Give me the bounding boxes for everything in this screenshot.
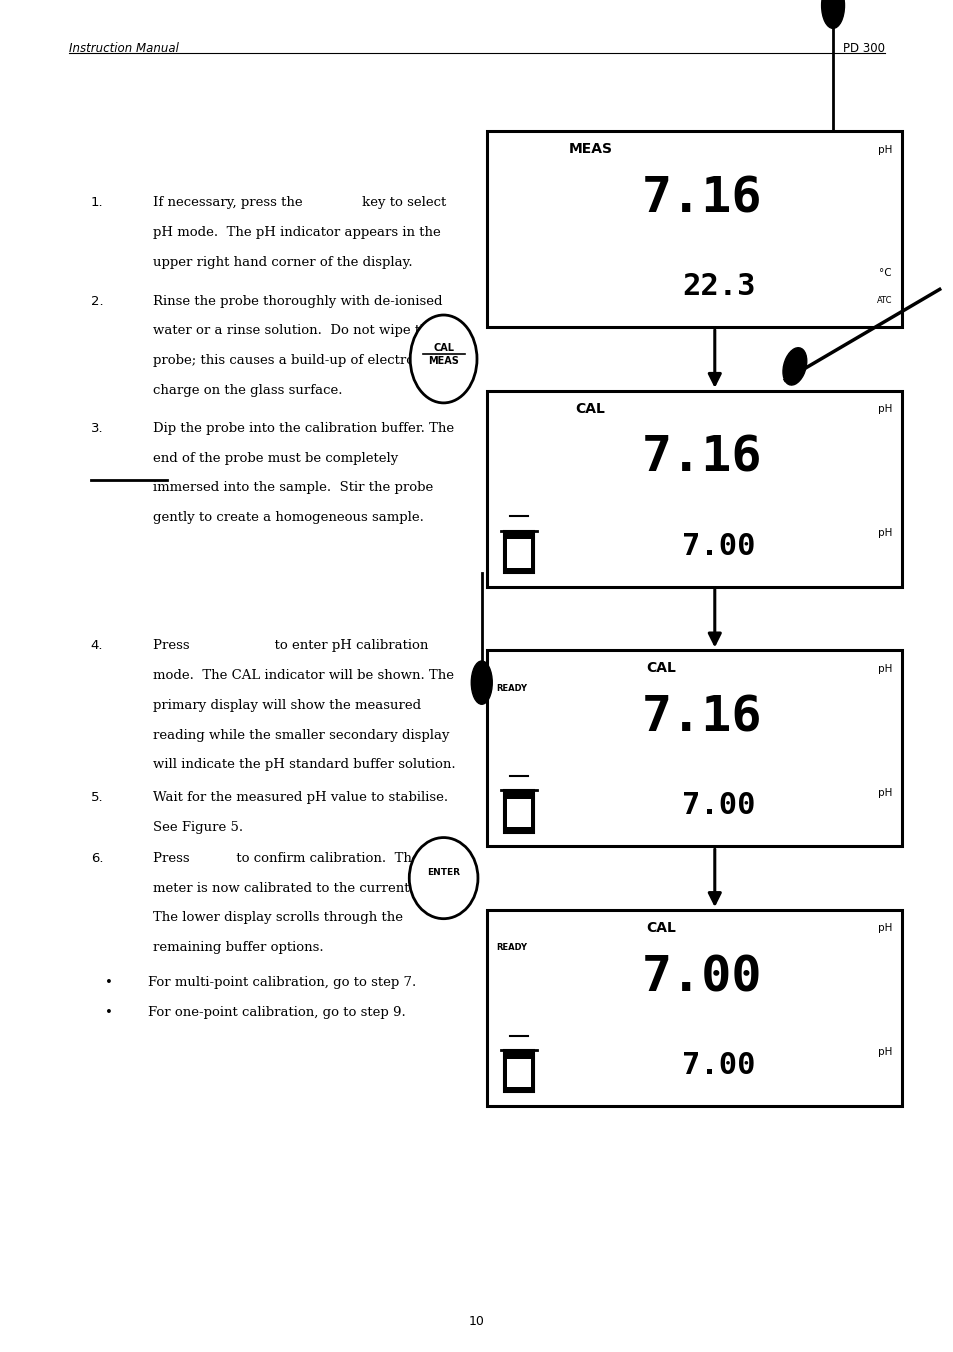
Text: pH: pH xyxy=(877,529,891,538)
Text: 2.: 2. xyxy=(91,295,103,308)
Text: meter is now calibrated to the current buffer.: meter is now calibrated to the current b… xyxy=(152,882,456,895)
FancyBboxPatch shape xyxy=(486,650,901,846)
Text: If necessary, press the              key to select: If necessary, press the key to select xyxy=(152,196,445,210)
Text: water or a rinse solution.  Do not wipe the: water or a rinse solution. Do not wipe t… xyxy=(152,324,436,338)
Text: Press           to confirm calibration.  The: Press to confirm calibration. The xyxy=(152,852,418,865)
FancyBboxPatch shape xyxy=(503,790,534,833)
Text: 7.16: 7.16 xyxy=(641,694,761,741)
Text: pH: pH xyxy=(877,787,891,798)
Text: 10: 10 xyxy=(469,1314,484,1328)
Text: pH mode.  The pH indicator appears in the: pH mode. The pH indicator appears in the xyxy=(152,226,440,239)
Ellipse shape xyxy=(471,661,492,704)
FancyBboxPatch shape xyxy=(503,531,534,573)
Text: Instruction Manual: Instruction Manual xyxy=(69,42,178,55)
Text: pH: pH xyxy=(877,664,891,673)
Ellipse shape xyxy=(410,315,476,403)
Text: immersed into the sample.  Stir the probe: immersed into the sample. Stir the probe xyxy=(152,481,433,495)
Text: ENTER: ENTER xyxy=(427,868,459,877)
Ellipse shape xyxy=(782,347,806,385)
Text: MEAS: MEAS xyxy=(428,357,458,366)
FancyBboxPatch shape xyxy=(506,799,531,827)
FancyBboxPatch shape xyxy=(486,391,901,587)
Text: CAL: CAL xyxy=(433,343,454,353)
Text: Dip the probe into the calibration buffer. The: Dip the probe into the calibration buffe… xyxy=(152,422,454,435)
Text: •: • xyxy=(105,976,112,990)
FancyBboxPatch shape xyxy=(503,1049,534,1092)
Text: 3.: 3. xyxy=(91,422,103,435)
Text: 7.00: 7.00 xyxy=(681,791,755,821)
Text: 7.00: 7.00 xyxy=(681,531,755,561)
Text: 5.: 5. xyxy=(91,791,103,804)
Text: end of the probe must be completely: end of the probe must be completely xyxy=(152,452,397,465)
Text: upper right hand corner of the display.: upper right hand corner of the display. xyxy=(152,256,412,269)
Text: •: • xyxy=(105,1006,112,1019)
Text: 22.3: 22.3 xyxy=(681,272,755,301)
Text: 4.: 4. xyxy=(91,639,103,653)
Text: ATC: ATC xyxy=(876,296,891,304)
Text: See Figure 5.: See Figure 5. xyxy=(152,821,242,834)
Text: charge on the glass surface.: charge on the glass surface. xyxy=(152,384,342,397)
Text: READY: READY xyxy=(496,944,526,952)
Text: 7.00: 7.00 xyxy=(681,1051,755,1080)
FancyBboxPatch shape xyxy=(506,539,531,568)
FancyBboxPatch shape xyxy=(486,131,901,327)
Text: CAL: CAL xyxy=(575,402,604,415)
Ellipse shape xyxy=(409,837,477,919)
Text: probe; this causes a build-up of electrostatic: probe; this causes a build-up of electro… xyxy=(152,354,450,368)
Text: will indicate the pH standard buffer solution.: will indicate the pH standard buffer sol… xyxy=(152,758,455,772)
Text: PD 300: PD 300 xyxy=(842,42,884,55)
Text: pH: pH xyxy=(877,923,891,933)
Text: remaining buffer options.: remaining buffer options. xyxy=(152,941,323,955)
Text: Rinse the probe thoroughly with de-ionised: Rinse the probe thoroughly with de-ionis… xyxy=(152,295,441,308)
Text: 7.00: 7.00 xyxy=(641,953,761,1000)
Text: °C: °C xyxy=(879,269,891,279)
Text: For multi-point calibration, go to step 7.: For multi-point calibration, go to step … xyxy=(148,976,416,990)
Text: Wait for the measured pH value to stabilise.: Wait for the measured pH value to stabil… xyxy=(152,791,447,804)
Text: READY: READY xyxy=(496,684,526,692)
Text: Press                    to enter pH calibration: Press to enter pH calibration xyxy=(152,639,428,653)
Text: pH: pH xyxy=(877,404,891,414)
FancyBboxPatch shape xyxy=(486,910,901,1106)
Text: For one-point calibration, go to step 9.: For one-point calibration, go to step 9. xyxy=(148,1006,405,1019)
Ellipse shape xyxy=(821,0,843,28)
Text: CAL: CAL xyxy=(645,921,675,934)
Text: 7.16: 7.16 xyxy=(641,174,761,222)
Text: gently to create a homogeneous sample.: gently to create a homogeneous sample. xyxy=(152,511,423,525)
Text: 1.: 1. xyxy=(91,196,103,210)
Text: 7.16: 7.16 xyxy=(641,434,761,481)
Text: pH: pH xyxy=(877,145,891,154)
FancyBboxPatch shape xyxy=(506,1059,531,1087)
Text: MEAS: MEAS xyxy=(568,142,612,155)
Text: reading while the smaller secondary display: reading while the smaller secondary disp… xyxy=(152,729,449,742)
Text: primary display will show the measured: primary display will show the measured xyxy=(152,699,420,713)
Text: CAL: CAL xyxy=(645,661,675,675)
Text: 6.: 6. xyxy=(91,852,103,865)
Text: The lower display scrolls through the: The lower display scrolls through the xyxy=(152,911,402,925)
Text: pH: pH xyxy=(877,1046,891,1057)
Text: mode.  The CAL indicator will be shown. The: mode. The CAL indicator will be shown. T… xyxy=(152,669,454,683)
